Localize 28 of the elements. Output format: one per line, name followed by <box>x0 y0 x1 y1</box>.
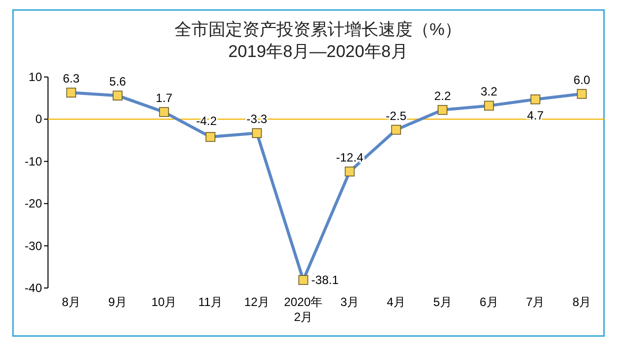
chart-subtitle: 2019年8月—2020年8月 <box>228 42 408 61</box>
text: -12.4 <box>336 150 364 165</box>
y-tick-label: -40 <box>24 281 42 295</box>
y-tick-label: -30 <box>24 238 42 253</box>
text: 1.7 <box>156 91 172 106</box>
text: 5.6 <box>109 74 126 89</box>
y-tick-label: 0 <box>35 112 42 126</box>
text: 3.2 <box>480 84 498 99</box>
text: 6.3 <box>62 72 80 86</box>
x-tick-label: 4月 <box>386 295 406 309</box>
x-tick-label: 12月 <box>244 295 270 309</box>
x-tick-label: 11月 <box>198 295 223 309</box>
y-tick-label: 10 <box>28 70 42 84</box>
x-tick-label: 9月 <box>108 295 127 309</box>
text: 6.0 <box>573 72 590 87</box>
chart-title: 全市固定资产投资累计增长速度（%） <box>174 20 462 39</box>
x-tick-label: 10月 <box>151 295 177 309</box>
x-tick-label: 2020年 2月 <box>284 295 323 324</box>
text: -38.1 <box>311 272 339 287</box>
x-tick-label: 6月 <box>480 295 498 309</box>
x-tick-label: 8月 <box>62 295 81 309</box>
y-tick-label: -20 <box>24 196 42 211</box>
x-tick-label: 7月 <box>526 295 545 309</box>
x-tick-label: 3月 <box>340 295 360 309</box>
x-tick-label: 8月 <box>572 295 592 309</box>
x-tick-label: 5月 <box>433 295 452 309</box>
text: 2.2 <box>434 88 451 103</box>
y-tick-label: -10 <box>24 154 42 168</box>
